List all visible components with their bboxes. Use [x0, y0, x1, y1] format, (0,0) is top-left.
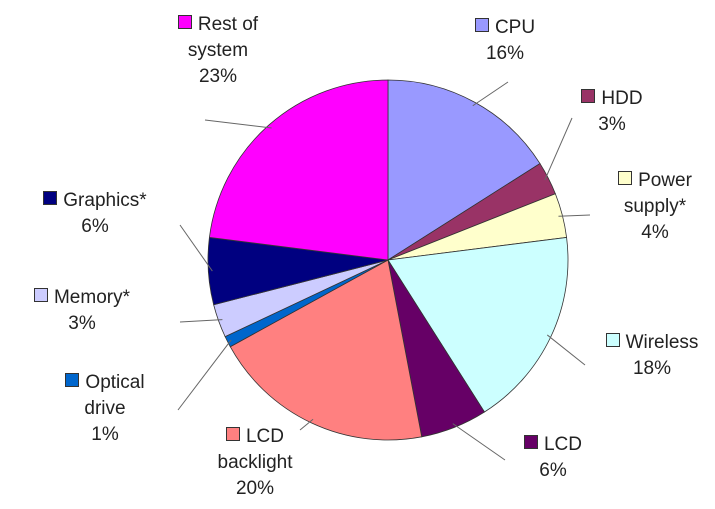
legend-swatch	[43, 191, 58, 205]
slice-value: 6%	[539, 460, 567, 481]
slice-name: Memory*	[53, 287, 130, 308]
slice-value: 6%	[81, 216, 109, 237]
slice-value: 1%	[91, 424, 119, 445]
slice-label: Graphics* 6%	[25, 188, 165, 240]
slice-label: Rest of system 23%	[158, 12, 278, 90]
slice-value: 3%	[68, 313, 96, 334]
slice-label: Wireless 18%	[587, 330, 715, 382]
slice-name: Graphics*	[63, 190, 147, 211]
legend-swatch	[523, 435, 538, 449]
pie-slice	[387, 79, 541, 261]
slice-name: LCD backlight	[217, 426, 293, 473]
slice-value: 23%	[198, 66, 238, 87]
slice-name: Rest of system	[187, 14, 259, 61]
legend-swatch	[33, 288, 48, 302]
slice-name: Power supply*	[623, 170, 692, 217]
leader-line	[544, 117, 573, 181]
leader-line	[558, 214, 591, 217]
slice-name: Optical drive	[84, 372, 145, 419]
slice-value: 18%	[632, 358, 672, 379]
slice-label: Power supply* 4%	[595, 168, 715, 246]
legend-swatch	[65, 373, 80, 387]
leader-line	[179, 319, 223, 323]
slice-name: LCD	[543, 434, 582, 455]
slice-label: CPU 16%	[460, 15, 550, 67]
leader-line	[546, 334, 586, 366]
slice-label: HDD 3%	[577, 86, 647, 138]
legend-swatch	[581, 89, 596, 103]
slice-name: Wireless	[625, 332, 699, 353]
slice-value: 4%	[641, 222, 669, 243]
leader-line	[179, 224, 213, 272]
legend-swatch	[618, 171, 633, 185]
leader-line	[204, 119, 272, 129]
leader-line	[452, 423, 506, 461]
leader-line	[177, 339, 232, 411]
leader-line	[472, 81, 509, 107]
legend-swatch	[474, 18, 489, 32]
slice-label: LCD backlight 20%	[190, 424, 320, 502]
pie-slice	[208, 79, 389, 261]
slice-label: LCD 6%	[513, 432, 593, 484]
pie-slice	[229, 259, 423, 441]
legend-swatch	[225, 427, 240, 441]
slice-name: HDD	[601, 88, 643, 109]
legend-swatch	[605, 333, 620, 347]
pie-slice	[387, 236, 569, 413]
leader-line	[299, 418, 314, 431]
slice-value: 20%	[235, 478, 275, 499]
slice-value: 3%	[598, 114, 626, 135]
slice-label: Memory* 3%	[17, 285, 147, 337]
slice-label: Optical drive 1%	[45, 370, 165, 448]
slice-value: 16%	[485, 43, 525, 64]
slice-name: CPU	[494, 17, 536, 38]
legend-swatch	[177, 15, 192, 29]
